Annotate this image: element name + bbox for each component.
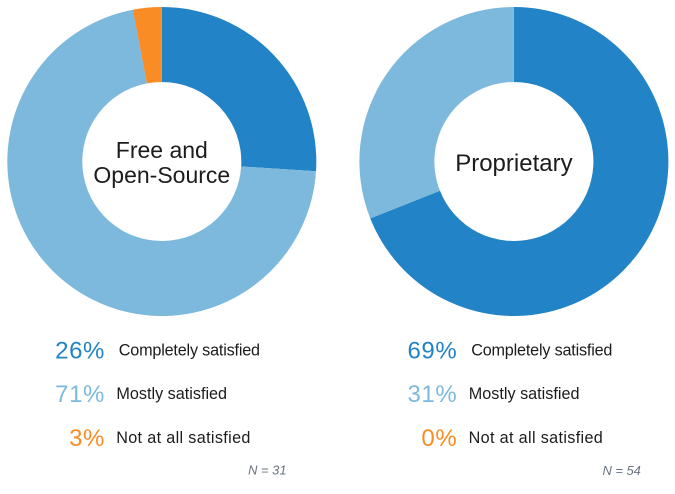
svg-text:Mostly satisfied: Mostly satisfied xyxy=(116,385,227,403)
svg-text:26%: 26% xyxy=(55,338,105,365)
svg-text:N = 54: N = 54 xyxy=(602,463,640,478)
svg-text:Not at all satisfied: Not at all satisfied xyxy=(116,429,251,447)
svg-text:0%: 0% xyxy=(421,425,457,452)
svg-text:Not at all satisfied: Not at all satisfied xyxy=(469,429,604,447)
svg-text:Completely satisfied: Completely satisfied xyxy=(471,341,612,359)
svg-text:Open-Source: Open-Source xyxy=(93,162,230,188)
svg-text:Proprietary: Proprietary xyxy=(455,150,572,177)
svg-text:69%: 69% xyxy=(407,338,457,365)
svg-text:Completely satisfied: Completely satisfied xyxy=(119,341,260,359)
svg-text:3%: 3% xyxy=(69,425,105,452)
svg-text:31%: 31% xyxy=(407,381,457,408)
svg-text:Free and: Free and xyxy=(116,137,208,163)
svg-text:71%: 71% xyxy=(55,381,105,408)
svg-text:Mostly satisfied: Mostly satisfied xyxy=(469,385,580,403)
svg-text:N = 31: N = 31 xyxy=(248,463,286,478)
